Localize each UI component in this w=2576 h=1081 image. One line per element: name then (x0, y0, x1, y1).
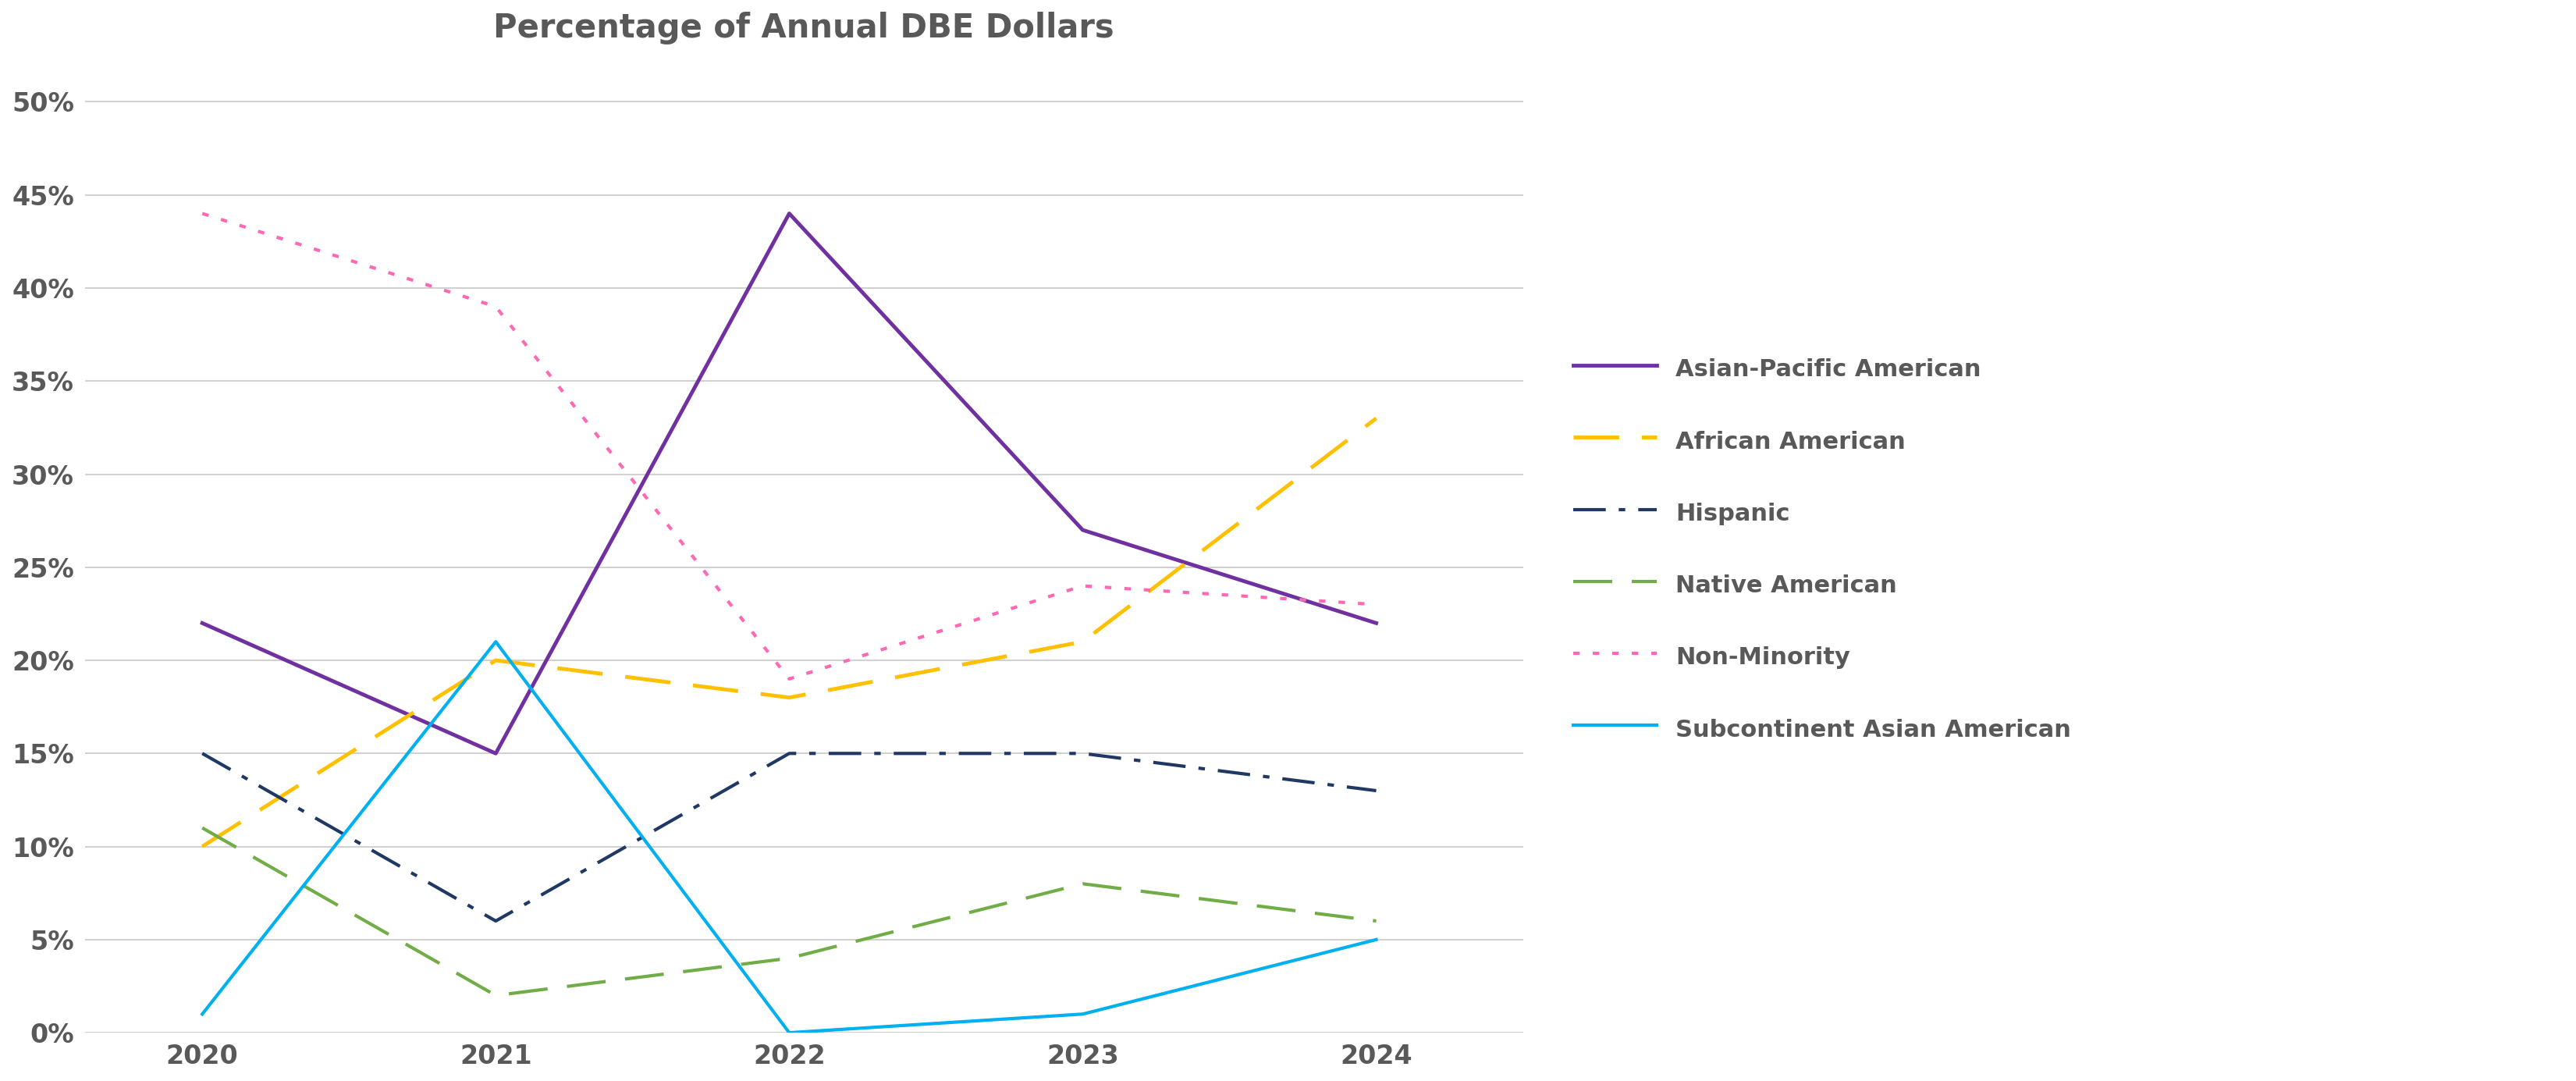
Subcontinent Asian American (773, 1026, 804, 1039)
Line: Native American: Native American (204, 828, 1376, 996)
Non-Minority (1066, 579, 1097, 592)
Line: Non-Minority: Non-Minority (204, 214, 1376, 679)
Line: African American: African American (204, 418, 1376, 846)
Legend: Asian-Pacific American, African American, Hispanic, Native American, Non-Minorit: Asian-Pacific American, African American… (1548, 330, 2094, 768)
Native American (1066, 878, 1097, 891)
Asian-Pacific American (188, 616, 219, 629)
Subcontinent Asian American (479, 636, 510, 649)
African American (479, 654, 510, 667)
Asian-Pacific American (1360, 616, 1391, 629)
Native American (188, 822, 219, 835)
Asian-Pacific American (773, 208, 804, 221)
Asian-Pacific American (479, 747, 510, 760)
Non-Minority (773, 672, 804, 685)
Hispanic (773, 747, 804, 760)
Hispanic (1066, 747, 1097, 760)
Hispanic (479, 915, 510, 927)
Native American (1360, 915, 1391, 927)
Non-Minority (1360, 598, 1391, 611)
African American (773, 691, 804, 704)
Subcontinent Asian American (188, 1007, 219, 1020)
Native American (479, 989, 510, 1002)
Native American (773, 951, 804, 964)
Hispanic (1360, 784, 1391, 797)
Subcontinent Asian American (1360, 933, 1391, 946)
Hispanic (188, 747, 219, 760)
Asian-Pacific American (1066, 523, 1097, 536)
African American (1360, 412, 1391, 425)
Non-Minority (188, 208, 219, 221)
African American (1066, 636, 1097, 649)
Line: Asian-Pacific American: Asian-Pacific American (204, 214, 1376, 753)
Line: Hispanic: Hispanic (204, 753, 1376, 921)
African American (188, 840, 219, 853)
Non-Minority (479, 301, 510, 313)
Title: Percentage of Annual DBE Dollars: Percentage of Annual DBE Dollars (495, 12, 1115, 44)
Subcontinent Asian American (1066, 1007, 1097, 1020)
Line: Subcontinent Asian American: Subcontinent Asian American (204, 642, 1376, 1032)
